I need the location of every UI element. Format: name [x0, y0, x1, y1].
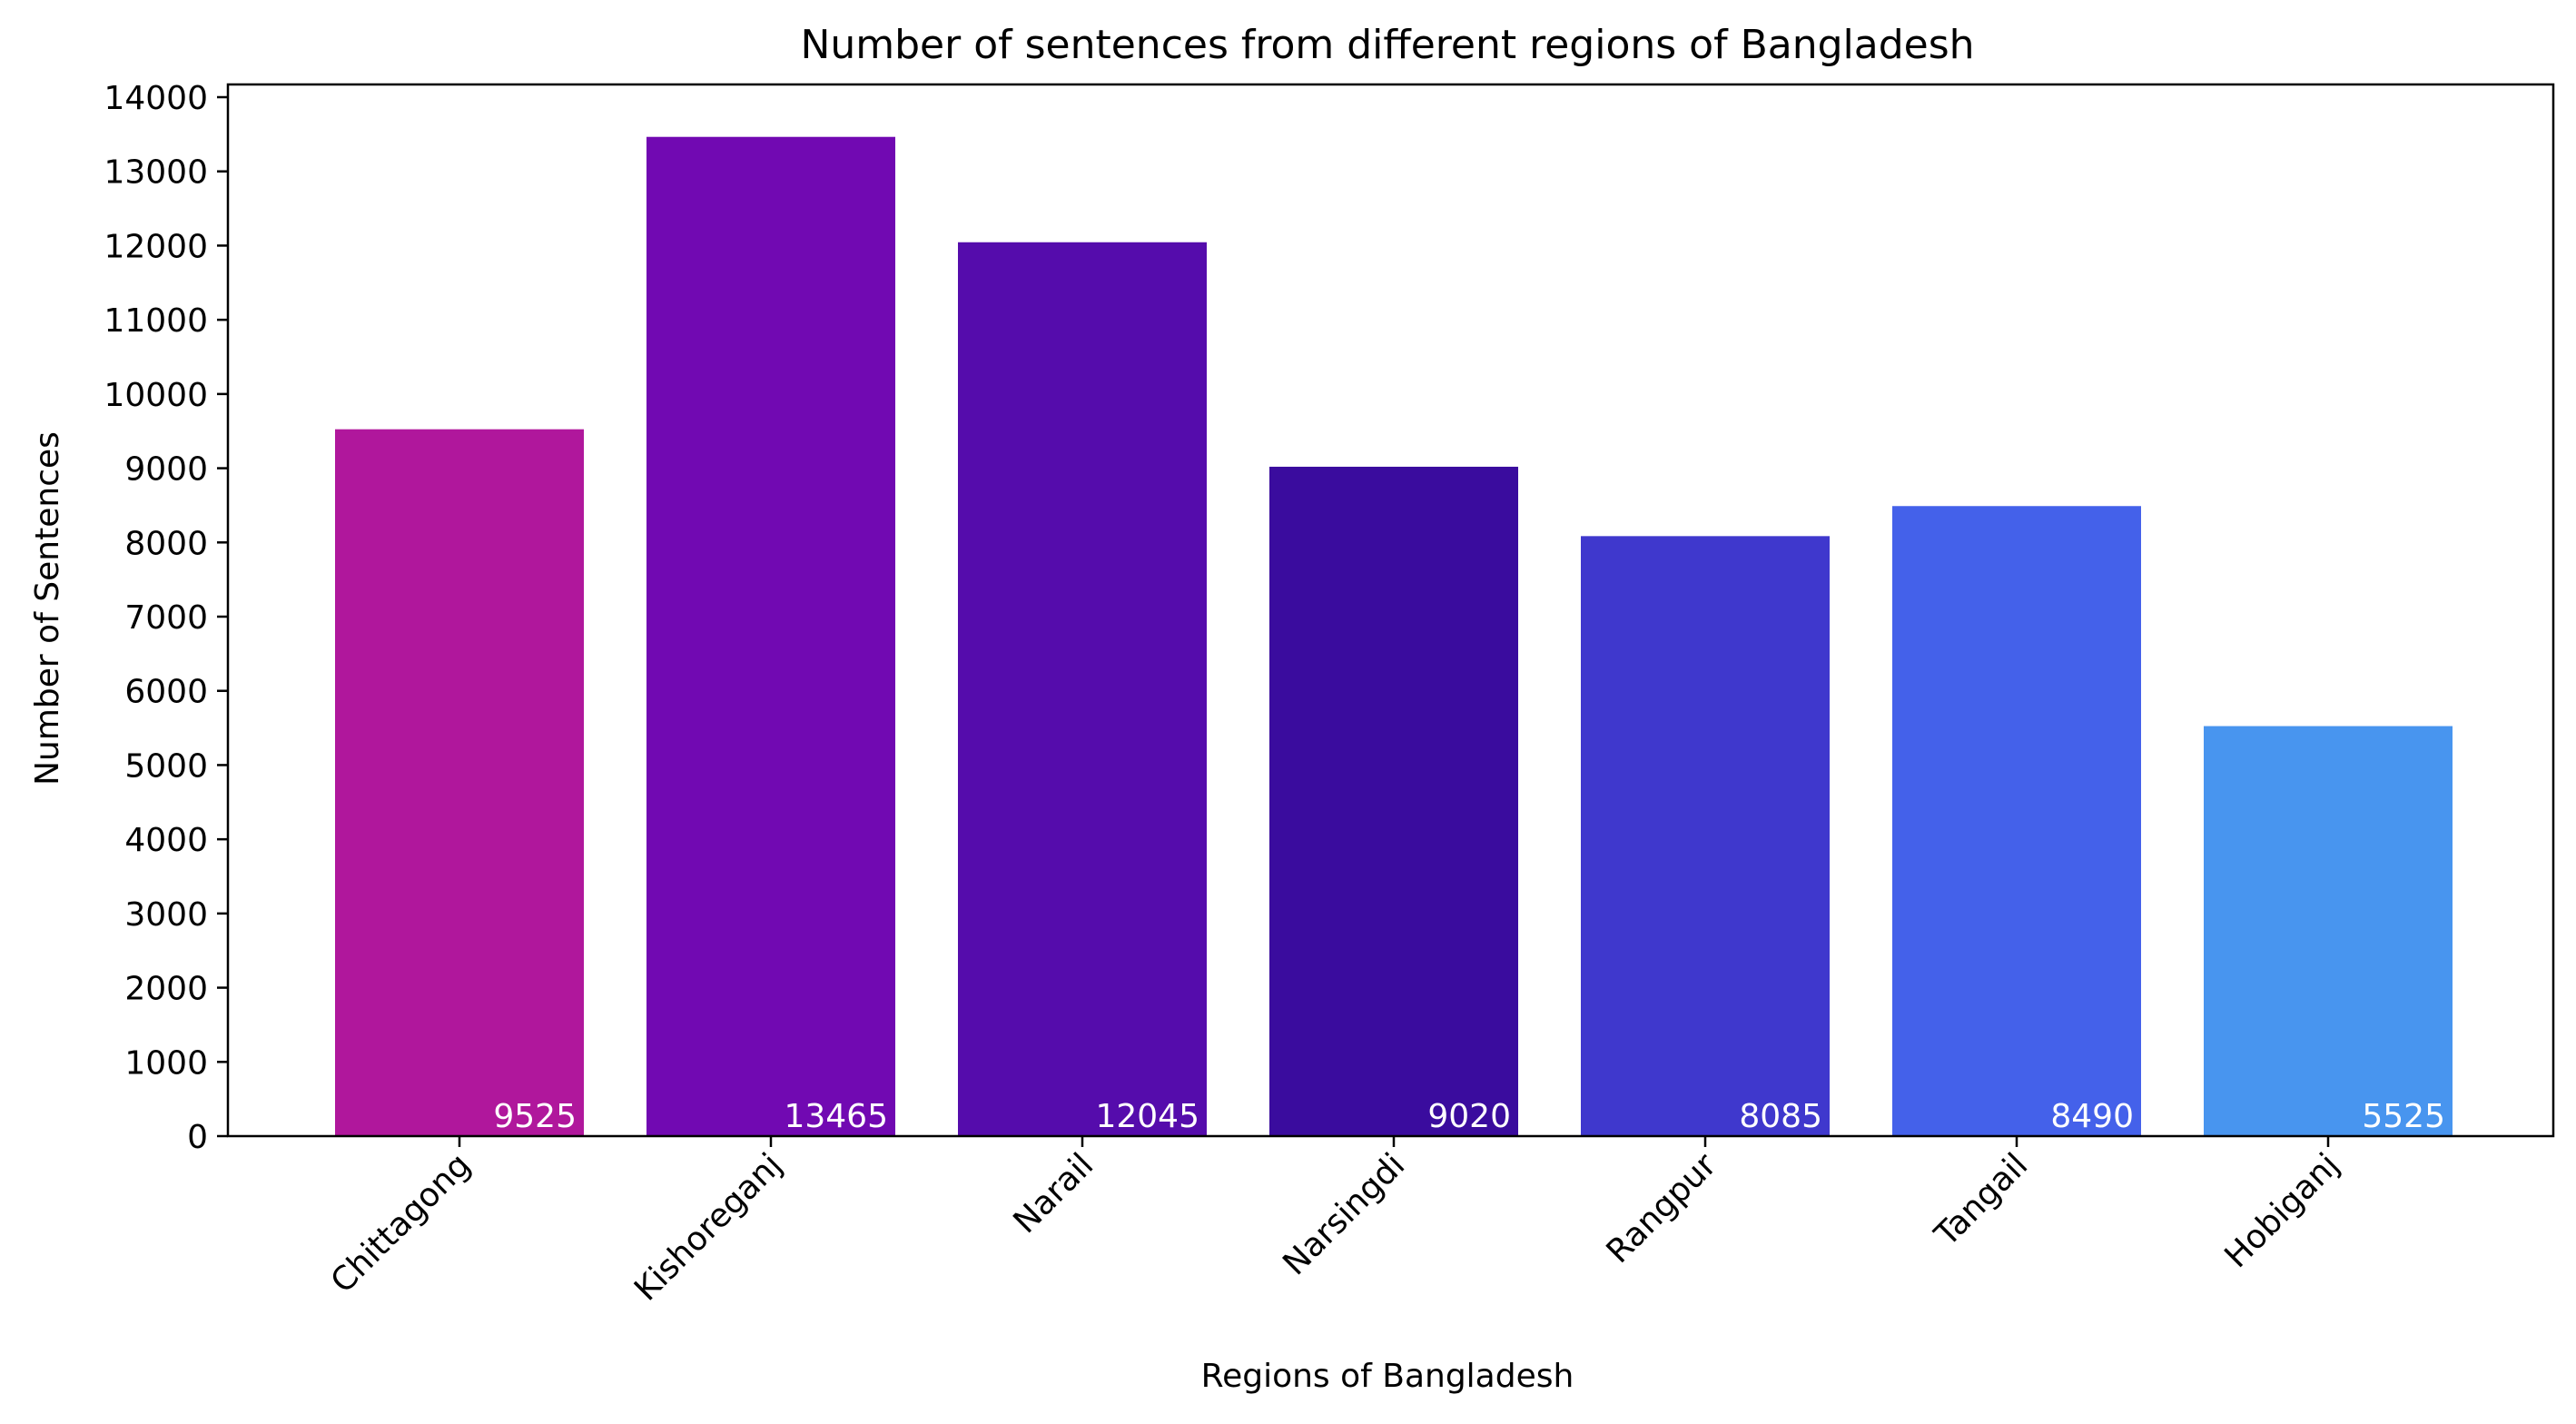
x-tick-label: Tangail [1928, 1146, 2036, 1254]
y-tick-label: 2000 [124, 971, 208, 1008]
y-axis-ticks: 0 1000 2000 3000 4000 5000 6000 7000 8000 9000 100… [104, 80, 228, 1156]
bar-kishoreganj [646, 136, 895, 1136]
bar-value-label: 8085 [1739, 1098, 1822, 1135]
bar-value-label: 13465 [784, 1098, 888, 1135]
y-axis-label: Number of Sentences [29, 431, 66, 786]
bar-value-label: 12045 [1095, 1098, 1199, 1135]
y-tick-label: 14000 [104, 80, 208, 117]
y-tick-label: 10000 [104, 377, 208, 414]
bar-value-label: 9525 [493, 1098, 577, 1135]
bar-chittagong [335, 429, 584, 1137]
bar-value-label: 5525 [2362, 1098, 2445, 1135]
bar-rangpur [1581, 536, 1830, 1136]
y-tick-label: 0 [187, 1119, 208, 1156]
y-tick-label: 4000 [124, 822, 208, 859]
x-tick-label: Rangpur [1600, 1146, 1724, 1271]
bar-narail [958, 242, 1207, 1136]
x-tick-label: Narsingdi [1276, 1146, 1412, 1282]
y-tick-label: 9000 [124, 451, 208, 489]
bar-value-label: 9020 [1427, 1098, 1511, 1135]
x-axis-label: Regions of Bangladesh [1201, 1358, 1574, 1395]
x-axis-ticks: Chittagong Kishoreganj Narail Narsingdi Rang… [324, 1136, 2346, 1309]
plot-frame [226, 83, 2555, 1138]
y-tick-label: 12000 [104, 228, 208, 265]
y-tick-label: 5000 [124, 747, 208, 785]
y-tick-label: 6000 [124, 674, 208, 711]
x-tick-label: Hobiganj [2217, 1146, 2346, 1275]
y-tick-label: 8000 [124, 525, 208, 562]
y-tick-label: 1000 [124, 1044, 208, 1082]
x-tick-label: Chittagong [324, 1146, 479, 1300]
bar-value-labels: 9525 13465 12045 9020 8085 8490 5525 [493, 1098, 2445, 1135]
bar-value-label: 8490 [2050, 1098, 2134, 1135]
x-tick-label: Kishoreganj [627, 1146, 789, 1308]
chart-title: Number of sentences from different regio… [800, 22, 1974, 68]
y-tick-label: 11000 [104, 302, 208, 340]
y-tick-label: 13000 [104, 154, 208, 192]
y-tick-label: 7000 [124, 599, 208, 637]
bar-narsingdi [1269, 466, 1518, 1136]
y-tick-label: 3000 [124, 896, 208, 934]
x-tick-label: Narail [1007, 1146, 1101, 1241]
bar-tangail [1892, 506, 2141, 1136]
bars-group [335, 136, 2453, 1137]
bar-hobiganj [2204, 726, 2453, 1136]
